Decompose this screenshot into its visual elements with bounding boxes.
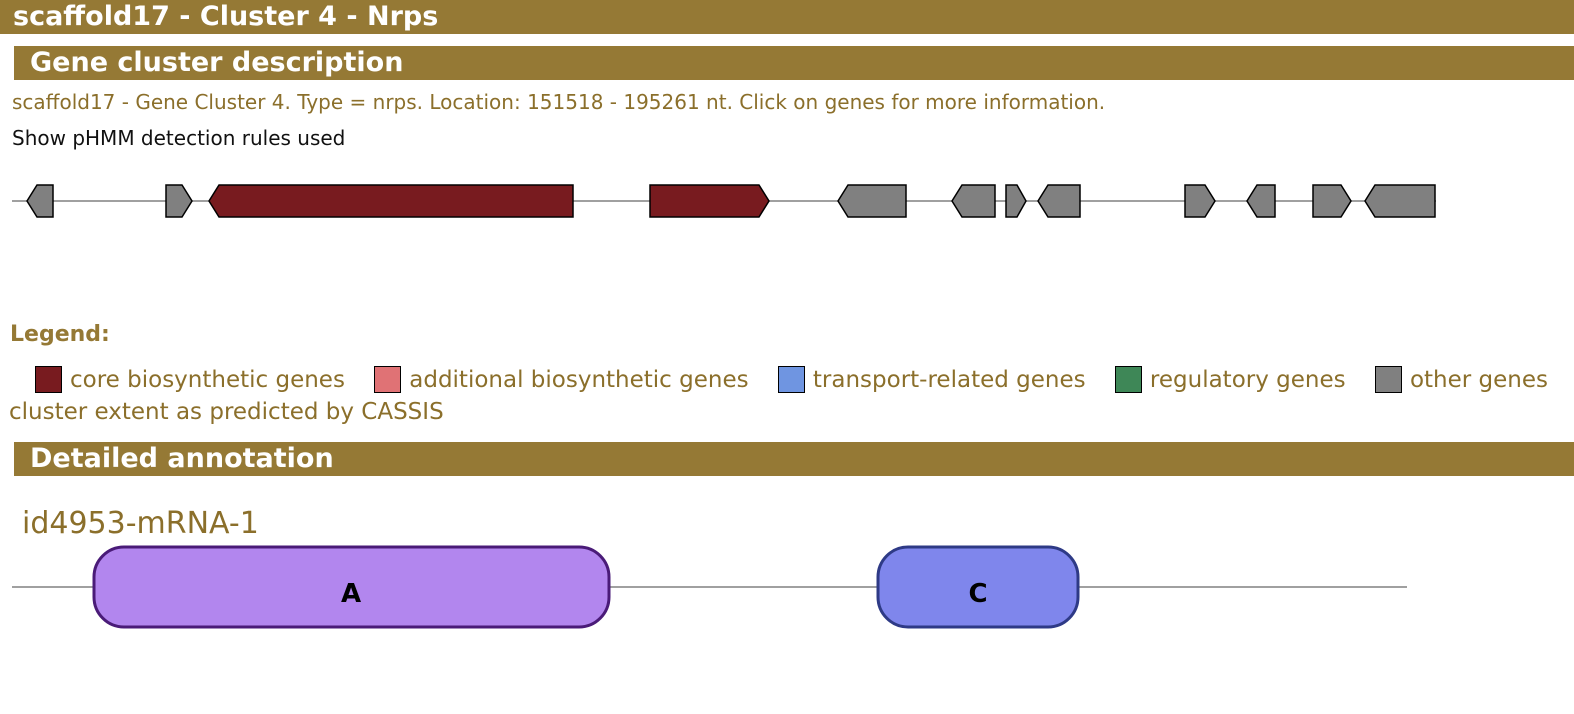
gene-arrow-3[interactable] <box>208 184 574 218</box>
legend-label-core: core biosynthetic genes <box>70 367 345 393</box>
domain-c[interactable]: C <box>876 545 1080 629</box>
page-title: scaffold17 - Cluster 4 - Nrps <box>0 0 1574 34</box>
legend-item-additional: additional biosynthetic genes <box>374 366 749 393</box>
legend: core biosynthetic genes additional biosy… <box>35 366 1574 400</box>
legend-swatch-other <box>1374 366 1402 393</box>
domain-c-label: C <box>968 579 987 609</box>
legend-item-regulatory: regulatory genes <box>1114 366 1346 393</box>
legend-swatch-additional <box>374 366 402 393</box>
gene-arrow-10[interactable] <box>1246 184 1276 218</box>
gene-arrow-7[interactable] <box>1005 184 1027 218</box>
gene-arrow-5[interactable] <box>837 184 907 218</box>
legend-label-additional: additional biosynthetic genes <box>409 367 749 393</box>
gene-arrow-12[interactable] <box>1364 184 1436 218</box>
show-phmm-rules-link[interactable]: Show pHMM detection rules used <box>12 126 346 150</box>
gene-arrow-6[interactable] <box>951 184 996 218</box>
domain-map: A C <box>12 545 1407 629</box>
cluster-description-text: scaffold17 - Gene Cluster 4. Type = nrps… <box>12 90 1106 114</box>
gene-arrow-9[interactable] <box>1184 184 1216 218</box>
legend-swatch-regulatory <box>1114 366 1142 393</box>
gene-arrow-11[interactable] <box>1312 184 1352 218</box>
legend-swatch-transport <box>777 366 805 393</box>
gene-arrow-8[interactable] <box>1037 184 1081 218</box>
domain-a-label: A <box>341 579 361 609</box>
legend-label-regulatory: regulatory genes <box>1149 367 1346 393</box>
gene-arrow-2[interactable] <box>165 184 193 218</box>
gene-arrow-1[interactable] <box>26 184 54 218</box>
cluster-gene-map <box>12 184 1436 218</box>
domain-a-shape[interactable] <box>92 545 611 629</box>
domain-c-shape[interactable] <box>876 545 1080 629</box>
domain-a[interactable]: A <box>92 545 611 629</box>
legend-item-core: core biosynthetic genes <box>35 366 345 393</box>
cassis-extent-text: cluster extent as predicted by CASSIS <box>9 399 444 425</box>
legend-label-other: other genes <box>1409 367 1548 393</box>
legend-swatch-core <box>35 366 62 393</box>
legend-title: Legend: <box>10 322 110 347</box>
legend-item-transport: transport-related genes <box>777 366 1086 393</box>
legend-label-transport: transport-related genes <box>812 367 1086 393</box>
gene-arrow-4[interactable] <box>649 184 770 218</box>
detailed-annotation-heading: Detailed annotation <box>14 442 1574 476</box>
annotated-gene-name: id4953-mRNA-1 <box>22 506 259 541</box>
gene-cluster-description-heading: Gene cluster description <box>14 46 1574 80</box>
legend-item-other: other genes <box>1374 366 1548 393</box>
